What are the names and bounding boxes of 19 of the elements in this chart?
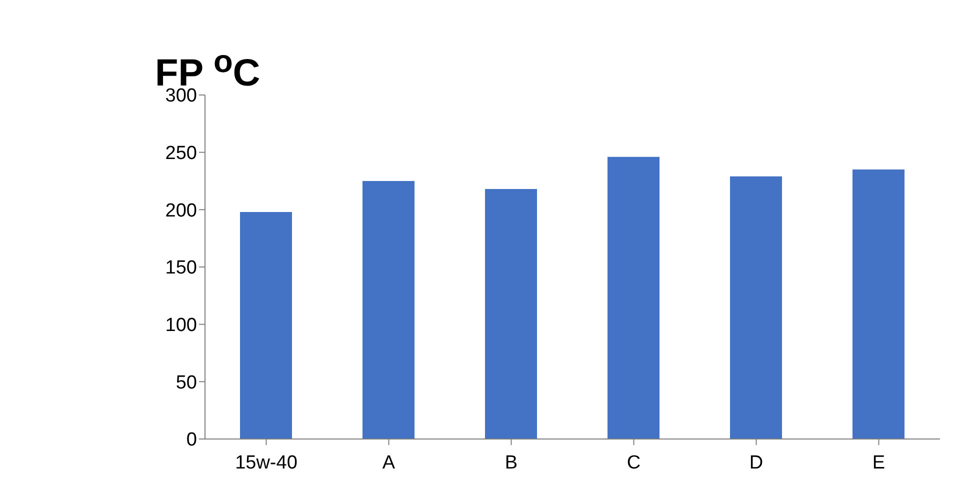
x-tick-label: D (749, 452, 764, 474)
bar (608, 156, 660, 439)
bar (240, 212, 292, 439)
x-tick-label: E (872, 452, 886, 474)
x-tick-label: 15w-40 (235, 452, 298, 474)
bar (730, 176, 782, 439)
bar (852, 170, 904, 439)
y-tick-label: 100 (165, 315, 197, 336)
bar (362, 181, 414, 439)
y-tick-label: 150 (165, 258, 197, 279)
y-tick-label: 200 (165, 200, 197, 222)
y-tick-label: 50 (176, 372, 197, 394)
bar (485, 189, 537, 439)
x-tick-label: C (626, 452, 641, 474)
x-tick-label: A (382, 452, 396, 474)
x-tick-label: B (504, 452, 518, 474)
y-tick-label: 300 (165, 86, 197, 107)
y-tick-label: 250 (165, 143, 197, 164)
y-tick-label: 0 (186, 430, 197, 451)
